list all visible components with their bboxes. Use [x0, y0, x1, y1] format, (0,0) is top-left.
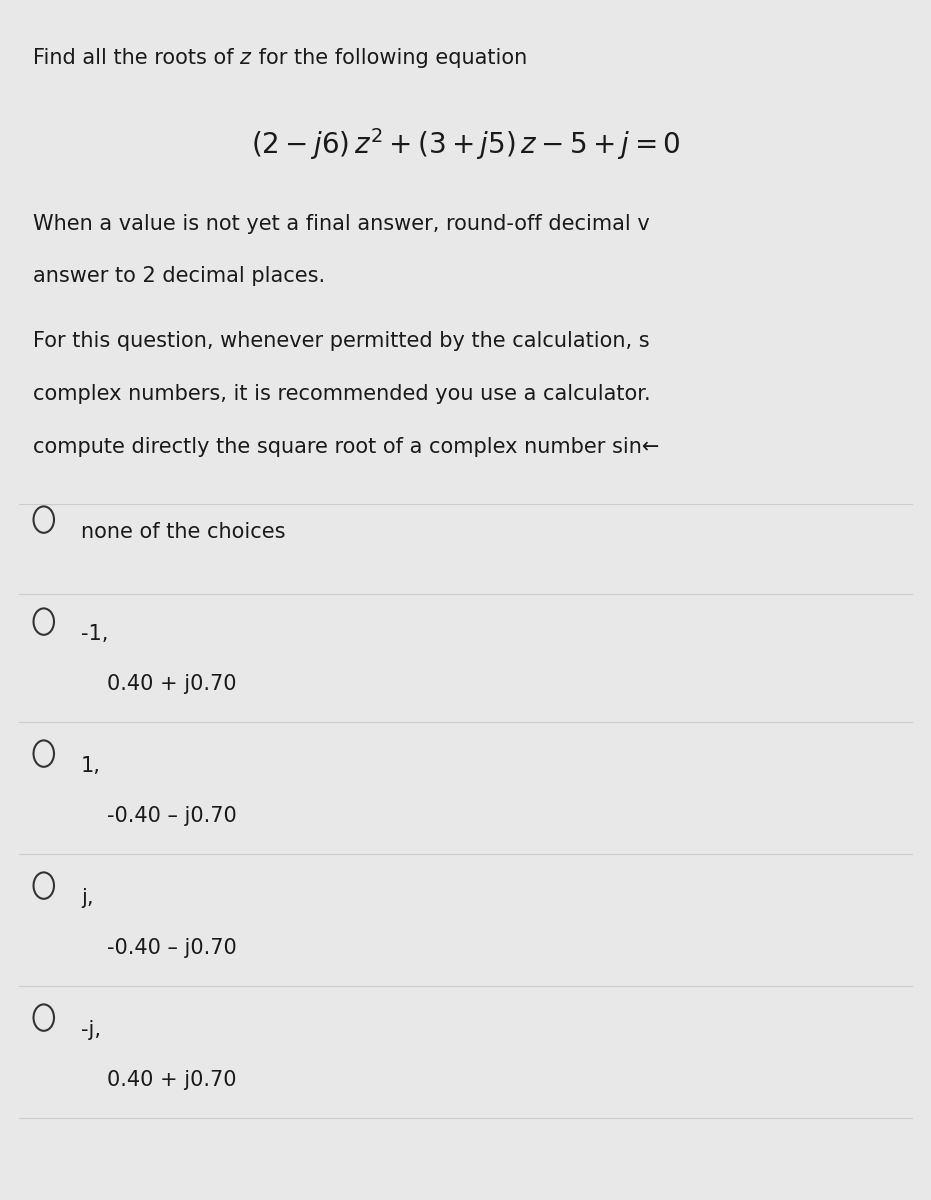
Text: none of the choices: none of the choices [81, 522, 286, 542]
Text: answer to 2 decimal places.: answer to 2 decimal places. [33, 266, 325, 287]
Text: -j,: -j, [81, 1020, 101, 1040]
Text: for the following equation: for the following equation [252, 48, 528, 68]
Text: 0.40 + j0.70: 0.40 + j0.70 [107, 1070, 236, 1091]
Text: For this question, whenever permitted by the calculation, s: For this question, whenever permitted by… [33, 331, 649, 352]
Text: j,: j, [81, 888, 93, 908]
Text: Find all the roots of: Find all the roots of [33, 48, 240, 68]
Text: $(2-j6)\,z^2+(3+j5)\,z-5+j=0$: $(2-j6)\,z^2+(3+j5)\,z-5+j=0$ [250, 126, 681, 162]
Text: 0.40 + j0.70: 0.40 + j0.70 [107, 674, 236, 695]
Text: z: z [239, 48, 250, 68]
Text: 1,: 1, [81, 756, 101, 776]
Text: When a value is not yet a final answer, round-off decimal v: When a value is not yet a final answer, … [33, 214, 649, 234]
Text: -0.40 – j0.70: -0.40 – j0.70 [107, 806, 236, 827]
Text: -0.40 – j0.70: -0.40 – j0.70 [107, 938, 236, 959]
Text: -1,: -1, [81, 624, 108, 644]
Text: compute directly the square root of a complex number sin←: compute directly the square root of a co… [33, 437, 659, 457]
Text: complex numbers, it is recommended you use a calculator.: complex numbers, it is recommended you u… [33, 384, 650, 404]
